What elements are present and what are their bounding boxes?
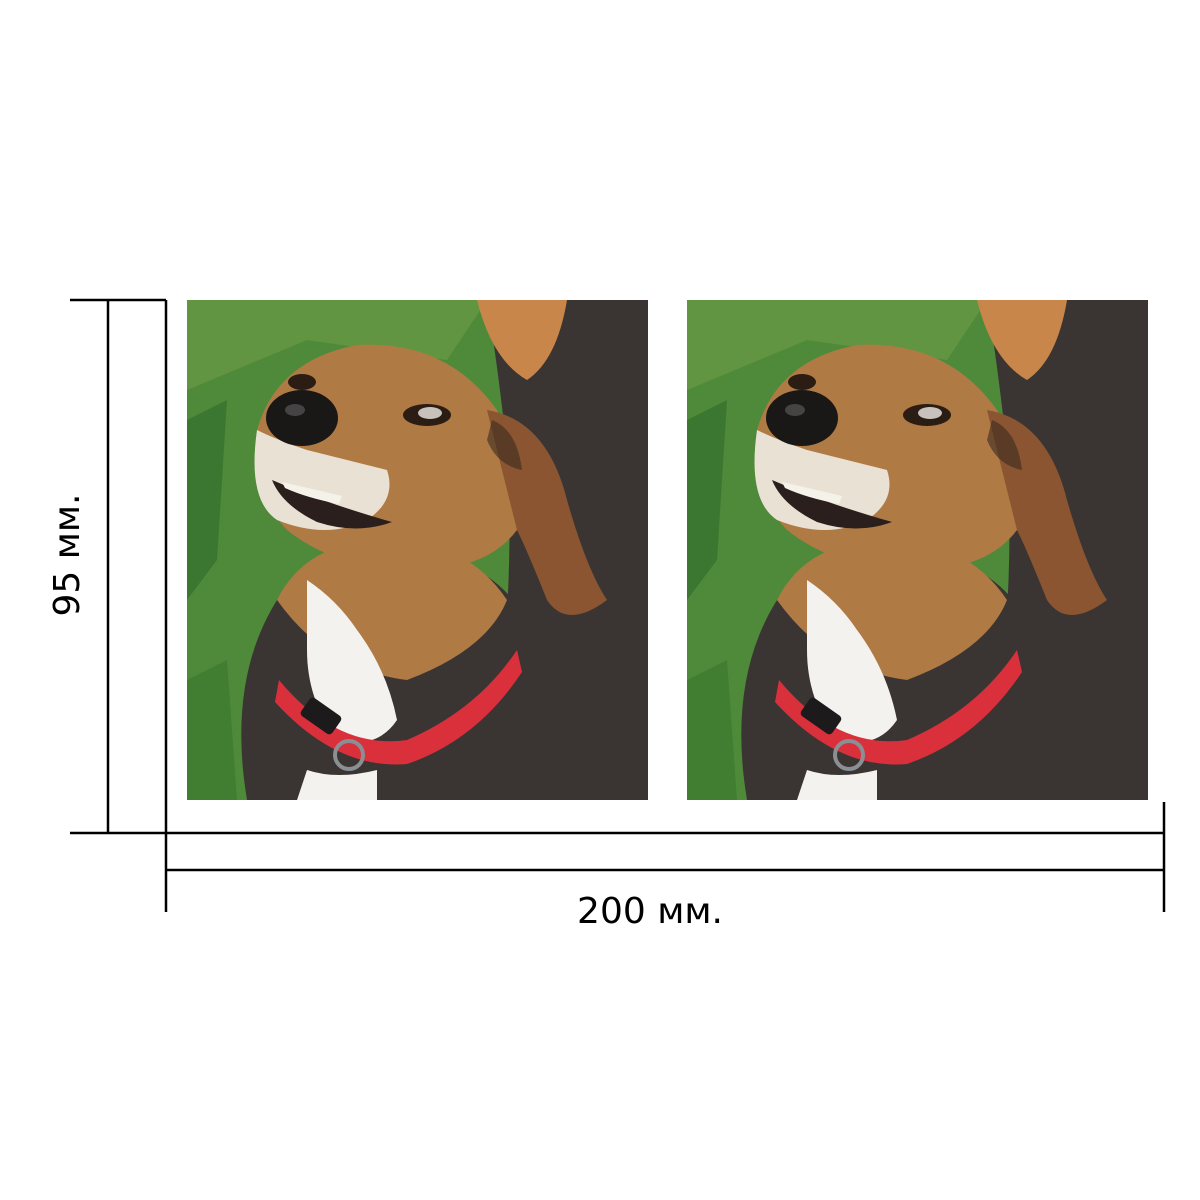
dog-illustration — [187, 300, 648, 800]
height-dimension-label: 95 мм. — [47, 493, 88, 617]
width-dimension-label: 200 мм. — [577, 891, 723, 932]
dog-illustration — [687, 300, 1148, 800]
dog-photo-left — [187, 300, 648, 800]
dog-photo-right — [687, 300, 1148, 800]
